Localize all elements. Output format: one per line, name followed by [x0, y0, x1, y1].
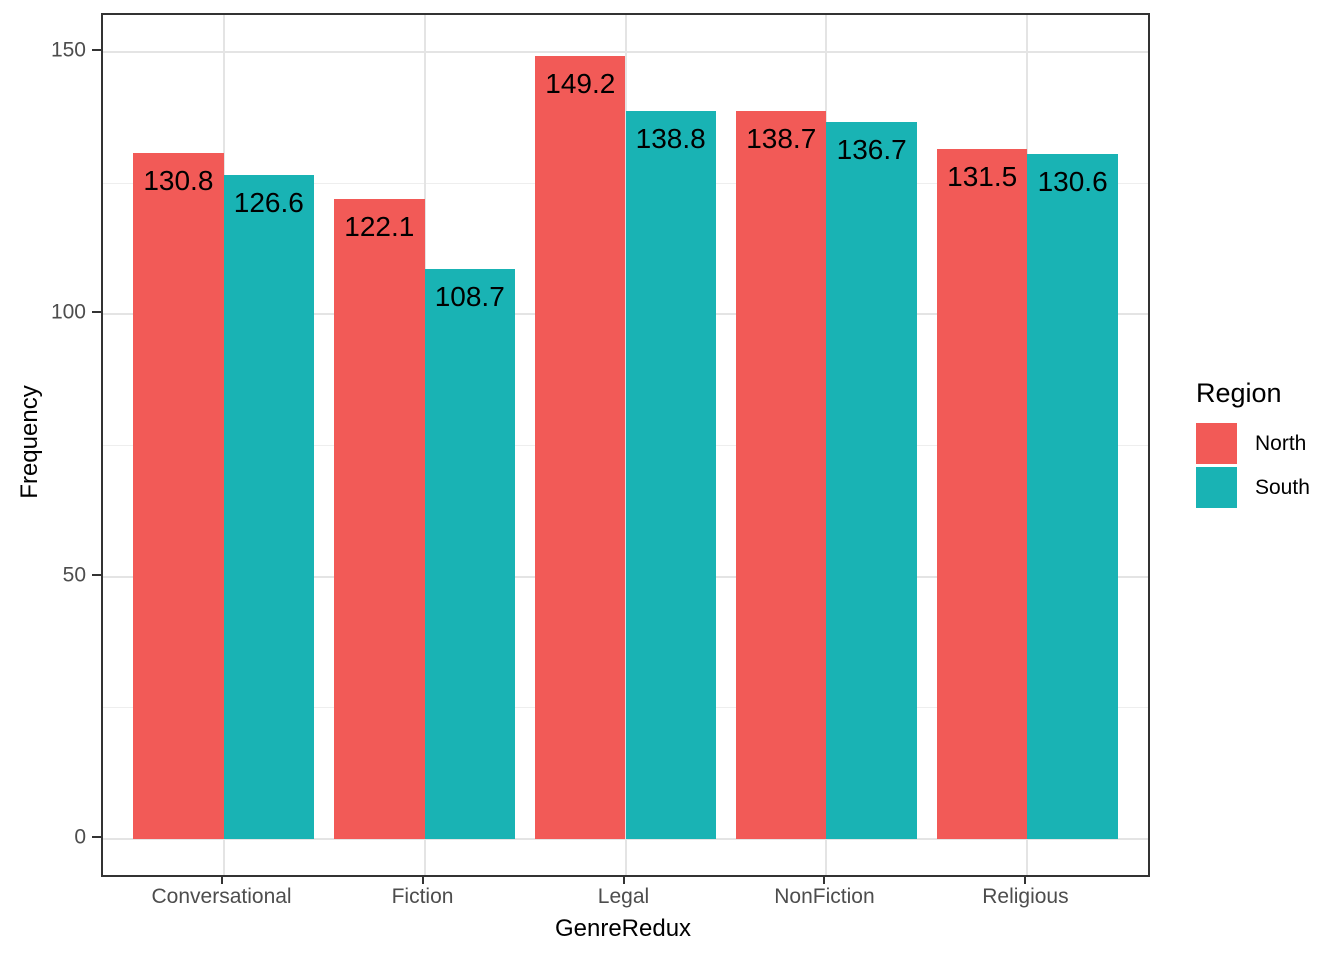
y-tick-100: [92, 311, 101, 314]
legend-items: North South: [1196, 423, 1310, 508]
x-tick-legal: [622, 875, 625, 884]
plot-panel: 130.8 126.6 122.1 108.7 149.2 138.8 138.7 136.7…: [101, 13, 1150, 877]
bar-south-nonfiction: [826, 121, 917, 839]
bar-south-religious: [1027, 153, 1118, 839]
bar-value-label: 138.7: [746, 123, 817, 155]
y-tick-0: [92, 835, 101, 838]
y-axis-title: Frequency: [16, 385, 43, 499]
legend-key-south: [1196, 467, 1237, 508]
y-tick-150: [92, 49, 101, 52]
x-tick-fiction: [421, 875, 424, 884]
legend-title: Region: [1196, 378, 1282, 408]
x-tick-label-fiction: Fiction: [391, 885, 454, 908]
bar-south-conversational: [223, 174, 314, 839]
x-tick-conversational: [220, 875, 223, 884]
bar-value-label: 138.8: [635, 122, 706, 154]
bar-value-label: 136.7: [836, 133, 907, 165]
x-tick-label-conversational: Conversational: [151, 885, 292, 908]
bar-value-label: 131.5: [947, 161, 1018, 193]
bar-north-nonfiction: [736, 111, 827, 839]
legend-item-south: South: [1196, 467, 1310, 508]
y-tick-label-100: 100: [50, 300, 86, 324]
x-tick-label-legal: Legal: [597, 885, 650, 908]
legend-item-north: North: [1196, 423, 1310, 464]
bar-value-label: 130.8: [143, 164, 214, 196]
legend-key-north: [1196, 423, 1237, 464]
x-tick-religious: [1024, 875, 1027, 884]
x-tick-label-nonfiction: NonFiction: [774, 885, 875, 908]
legend-label-north: North: [1255, 431, 1307, 455]
y-tick-label-150: 150: [50, 38, 86, 62]
y-tick-50: [92, 573, 101, 576]
y-tick-label-0: 0: [74, 825, 86, 849]
bar-value-label: 108.7: [434, 280, 505, 312]
bar-value-label: 122.1: [344, 210, 415, 242]
bar-value-label: 149.2: [545, 68, 616, 100]
bar-south-fiction: [424, 268, 515, 839]
bar-north-religious: [936, 149, 1028, 839]
y-tick-label-50: 50: [62, 563, 86, 587]
legend-label-south: South: [1255, 475, 1310, 499]
bar-north-conversational: [133, 152, 224, 839]
bar-value-label: 126.6: [233, 186, 304, 218]
bar-north-fiction: [334, 198, 425, 839]
bar-south-legal: [625, 110, 716, 839]
bar-value-label: 130.6: [1037, 165, 1108, 197]
x-tick-nonfiction: [823, 875, 826, 884]
x-axis-title: GenreRedux: [554, 915, 692, 942]
bar-north-legal: [535, 56, 626, 839]
x-tick-label-religious: Religious: [982, 885, 1069, 908]
legend: Region North South: [1196, 378, 1310, 511]
